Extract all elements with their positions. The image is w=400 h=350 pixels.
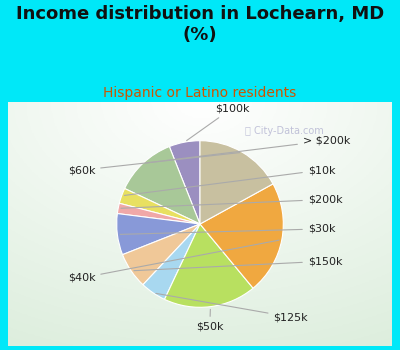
Wedge shape [164,224,253,307]
Text: ⓘ City-Data.com: ⓘ City-Data.com [245,126,324,136]
Text: > $200k: > $200k [146,136,350,163]
Text: $150k: $150k [134,256,342,271]
Text: $40k: $40k [68,240,279,283]
Wedge shape [200,141,273,224]
Text: $60k: $60k [68,153,240,175]
Wedge shape [200,184,283,288]
Text: $10k: $10k [124,165,335,195]
Wedge shape [117,214,200,255]
Text: $200k: $200k [121,195,342,208]
Wedge shape [117,203,200,224]
Text: Income distribution in Lochearn, MD
(%): Income distribution in Lochearn, MD (%) [16,5,384,44]
Wedge shape [125,147,200,224]
Text: $50k: $50k [196,309,224,332]
Wedge shape [169,141,200,224]
Text: Hispanic or Latino residents: Hispanic or Latino residents [103,86,297,100]
Text: $125k: $125k [156,293,308,322]
Text: $100k: $100k [187,103,249,141]
Wedge shape [122,224,200,285]
Wedge shape [143,224,200,299]
Text: $30k: $30k [120,224,335,234]
Wedge shape [119,189,200,224]
